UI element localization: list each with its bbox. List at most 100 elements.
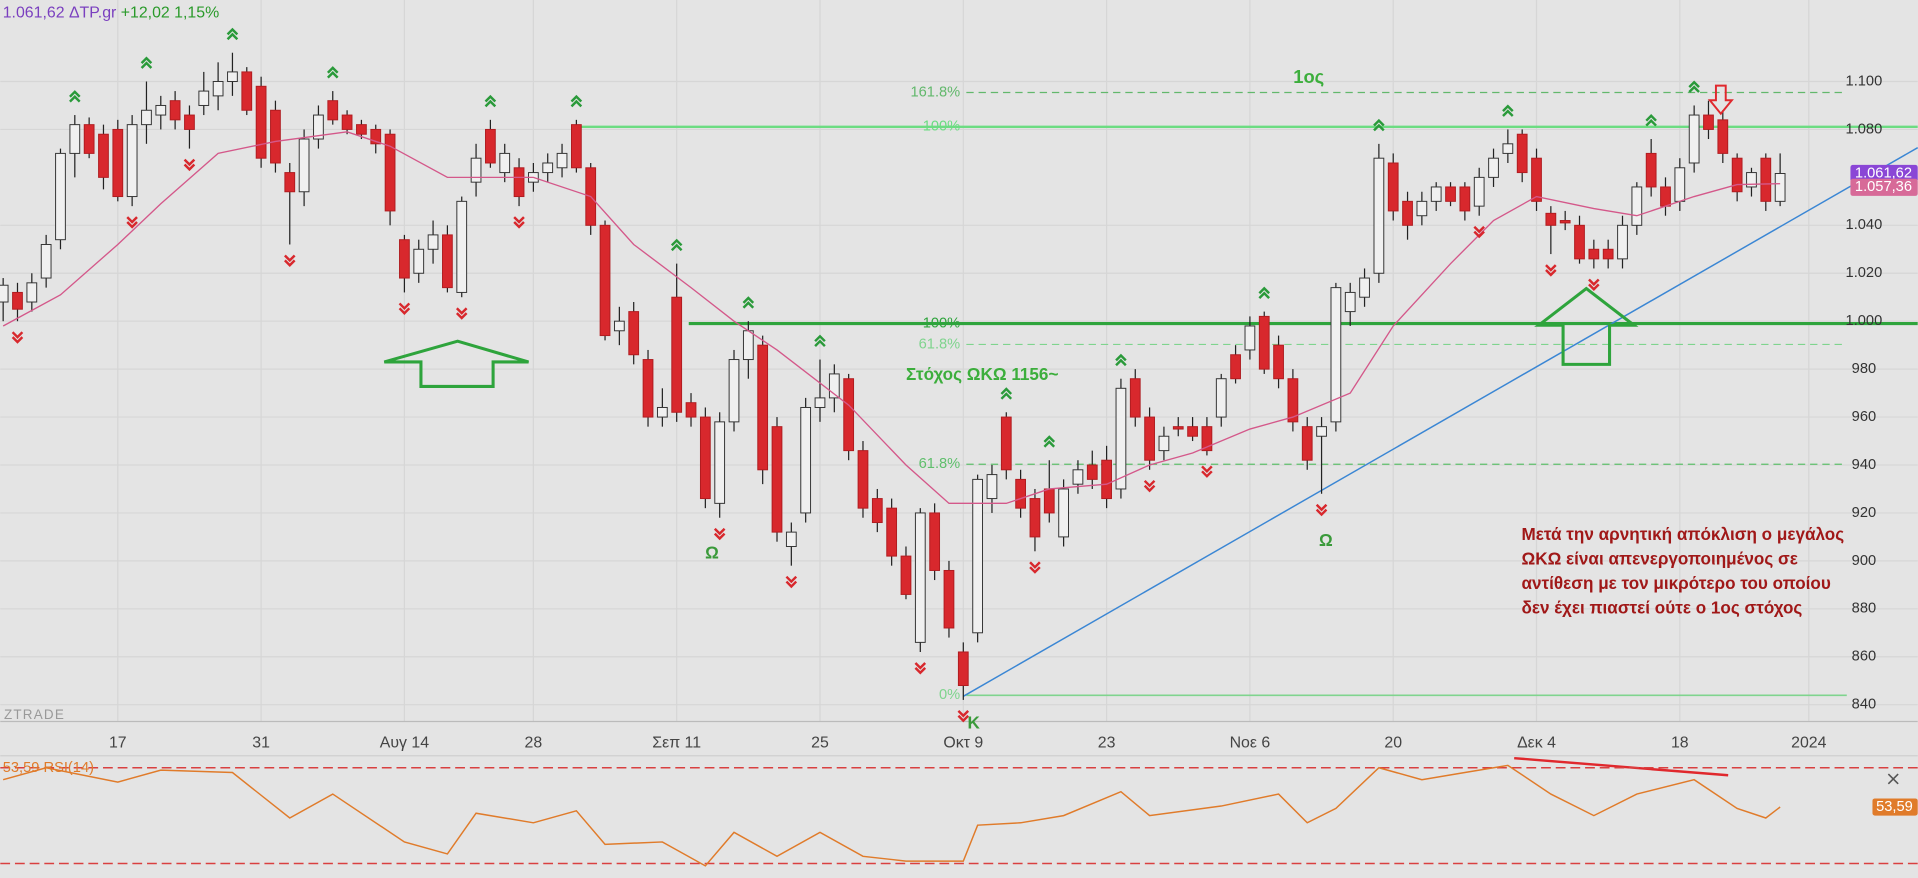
candle-body: [771, 426, 783, 533]
candle-body: [1402, 200, 1413, 226]
candle-body: [685, 402, 697, 418]
fib-level-label: 100%: [923, 119, 960, 135]
candle-body: [1387, 162, 1399, 212]
signal-down: [1201, 465, 1213, 478]
candle-body: [1244, 325, 1256, 351]
candle-body: [556, 152, 568, 169]
x-tick-label: Οκτ 9: [943, 735, 983, 752]
candle-body: [212, 81, 224, 97]
candle-body: [1058, 488, 1069, 538]
candle-body: [1617, 224, 1628, 260]
candle-body: [914, 512, 926, 643]
candle-body: [857, 450, 869, 509]
signal-down: [1473, 225, 1485, 239]
candle-body: [1760, 157, 1772, 202]
candle-body: [613, 320, 625, 332]
signal-up: [670, 238, 683, 252]
candle-body: [184, 114, 195, 130]
up-arrow-shape: [383, 339, 529, 388]
y-tick-label: 940: [1852, 457, 1876, 473]
candle-body: [800, 406, 812, 514]
candle-body: [356, 124, 367, 135]
candle-body: [1187, 426, 1198, 437]
candle-body: [327, 100, 339, 121]
candle-body: [642, 359, 654, 418]
candle-body: [1287, 378, 1299, 423]
signal-down: [957, 710, 970, 723]
signal-up: [742, 296, 755, 309]
fib-levels: 161.8% 100% 100% 61.8% 61.8% 0%: [572, 84, 1918, 703]
candle-body: [270, 109, 281, 164]
price-label: 1.057,36: [1855, 179, 1912, 195]
fib-level-label: 100%: [923, 315, 960, 331]
x-tick-label: 23: [1098, 735, 1116, 752]
signal-down: [183, 158, 196, 172]
candle-body: [1631, 186, 1643, 226]
candle-body: [542, 162, 554, 174]
candle-body: [742, 330, 754, 361]
y-tick-label: 840: [1852, 697, 1876, 713]
price-label-box: [1850, 164, 1918, 183]
fib-level-label: 61.8%: [919, 456, 961, 472]
candle-body: [814, 397, 826, 408]
x-tick-label: Αυγ 14: [380, 735, 429, 752]
candle-body: [1373, 157, 1385, 274]
candle-body: [370, 128, 382, 145]
candle-body: [112, 128, 124, 198]
rsi-label: 53,59 RSI(14): [3, 760, 94, 776]
signal-down: [513, 216, 525, 229]
candle-body: [957, 651, 969, 687]
rsi-value-box: [1872, 798, 1918, 816]
price-label: 1.061,62: [1855, 165, 1912, 181]
annotation: 1ος: [1293, 66, 1324, 87]
candle-body: [929, 512, 941, 571]
close-icon[interactable]: [1887, 773, 1899, 785]
candle-body: [699, 416, 711, 500]
signal-down: [785, 575, 798, 589]
signal-up: [1258, 286, 1270, 300]
candle-body: [1344, 291, 1356, 313]
candle-body: [728, 359, 740, 423]
grid: [0, 0, 1918, 722]
y-tick-label: 920: [1852, 505, 1876, 521]
candle-body: [1688, 114, 1700, 164]
signal-up: [814, 334, 826, 347]
x-tick-label: Νοε 6: [1230, 735, 1271, 752]
price-label-box: [1850, 178, 1918, 196]
signal-down: [1029, 561, 1041, 574]
signal-down: [1588, 278, 1600, 291]
rsi-line: [2, 764, 1781, 867]
candle-body: [714, 421, 726, 504]
candle-body: [313, 114, 324, 140]
header-change: +12,02: [121, 5, 170, 22]
candle-body: [986, 474, 998, 500]
candle-body: [599, 224, 611, 337]
candle-body: [1488, 157, 1499, 178]
signal-down: [284, 254, 296, 268]
candle-body: [1674, 167, 1686, 202]
candle-body: [1416, 200, 1428, 217]
candle-body: [886, 507, 898, 557]
candle-body: [55, 152, 66, 241]
signal-up: [69, 90, 81, 103]
signal-up: [327, 66, 339, 79]
candle-body: [570, 124, 582, 169]
candle-body: [1473, 176, 1485, 207]
x-tick-label: 20: [1384, 735, 1402, 752]
x-tick-label: 2024: [1791, 735, 1826, 752]
candle-body: [169, 100, 181, 121]
up-arrow-shape: [1534, 286, 1639, 366]
candle-body: [1273, 344, 1284, 380]
y-tick-label: 1.020: [1846, 265, 1883, 281]
candle-body: [255, 85, 267, 159]
candle-body: [1316, 426, 1327, 437]
candle-body: [1359, 277, 1370, 298]
candle-body: [241, 71, 253, 111]
watermark: ZTRADE: [4, 707, 65, 722]
signal-down: [1315, 503, 1328, 517]
note-line: ΩΚΩ είναι απενεργοποιημένος σε: [1522, 550, 1798, 569]
y-tick-label: 860: [1852, 649, 1876, 665]
note-line: δεν έχει πιαστεί ούτε ο 1ος στόχος: [1522, 598, 1803, 617]
